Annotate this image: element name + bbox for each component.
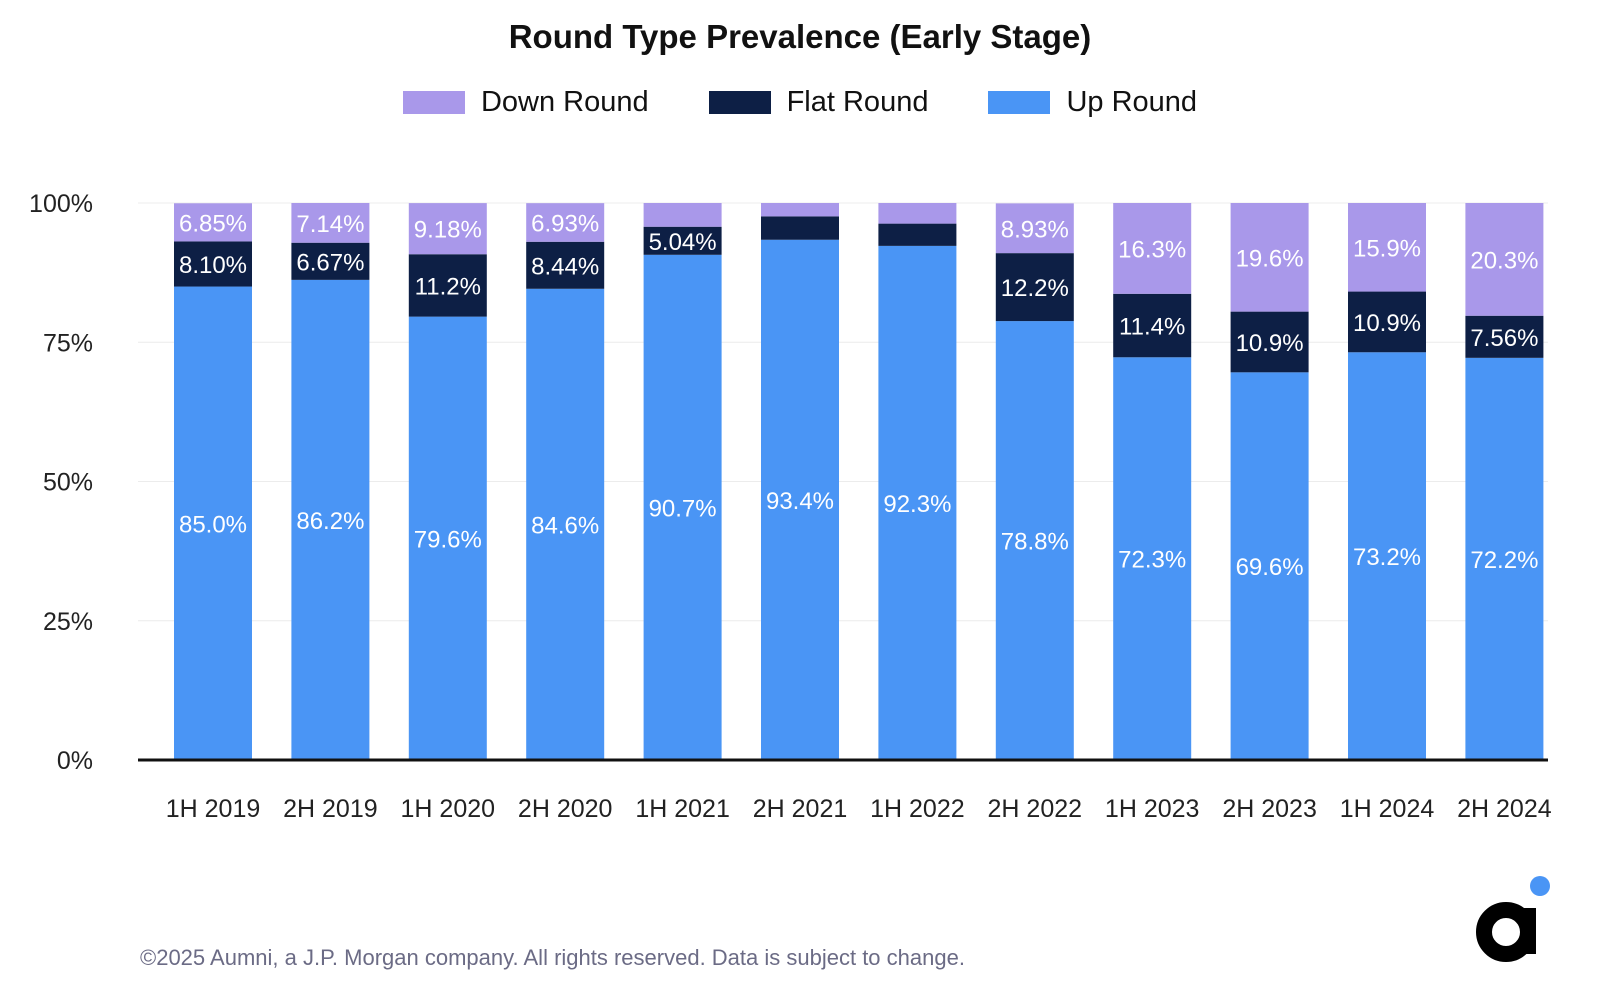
bar-up-round	[995, 321, 1074, 760]
bar-up-round	[526, 288, 605, 760]
legend-item-up-round: Up Round	[988, 86, 1197, 119]
legend-item-flat-round: Flat Round	[708, 86, 929, 119]
data-label: 92.3%	[883, 491, 951, 518]
bar-up-round	[291, 279, 370, 760]
bar-flat-round	[1113, 293, 1192, 358]
data-label: 15.9%	[1353, 235, 1421, 262]
legend: Down Round Flat Round Up Round	[0, 86, 1600, 119]
bar-down-round	[174, 203, 252, 242]
data-label: 6.67%	[296, 249, 364, 276]
bar-up-round	[643, 254, 722, 760]
data-label: 7.14%	[296, 211, 364, 238]
x-tick-label: 1H 2020	[401, 795, 496, 823]
bar-up-round	[878, 245, 957, 760]
data-label: 6.93%	[531, 210, 599, 237]
data-label: 84.6%	[531, 512, 599, 539]
data-label: 5.04%	[649, 229, 717, 256]
data-label: 72.2%	[1470, 547, 1538, 574]
y-tick-label: 75%	[43, 329, 93, 357]
bar-up-round	[174, 286, 252, 760]
bar-flat-round	[526, 241, 605, 289]
y-tick-label: 100%	[29, 190, 93, 218]
x-tick-label: 1H 2022	[870, 795, 965, 823]
data-label: 7.56%	[1470, 325, 1538, 352]
data-label: 72.3%	[1118, 547, 1186, 574]
bar-flat-round	[643, 226, 722, 255]
y-tick-label: 0%	[57, 747, 93, 775]
data-label: 12.2%	[1001, 275, 1069, 302]
data-label: 16.3%	[1118, 236, 1186, 263]
data-label: 85.0%	[179, 511, 247, 538]
x-tick-label: 1H 2024	[1340, 795, 1435, 823]
y-tick-label: 50%	[43, 469, 93, 497]
bar-down-round	[1465, 203, 1544, 316]
data-label: 20.3%	[1470, 247, 1538, 274]
bar-up-round	[408, 316, 487, 760]
x-tick-label: 1H 2019	[166, 795, 261, 823]
aumni-logo-icon	[1476, 876, 1550, 962]
x-tick-label: 2H 2023	[1222, 795, 1317, 823]
bar-down-round	[643, 203, 722, 227]
data-label: 8.44%	[531, 253, 599, 280]
bar-up-round	[1113, 357, 1192, 760]
x-tick-label: 2H 2020	[518, 795, 613, 823]
x-tick-label: 2H 2019	[283, 795, 378, 823]
data-label: 78.8%	[1001, 529, 1069, 556]
data-label: 73.2%	[1353, 544, 1421, 571]
bar-flat-round	[761, 216, 839, 240]
legend-swatch-down-round	[402, 91, 465, 114]
bar-flat-round	[291, 242, 370, 280]
data-label: 19.6%	[1236, 245, 1304, 272]
legend-label-down-round: Down Round	[480, 86, 649, 118]
bar-up-round	[761, 239, 839, 761]
data-label: 11.4%	[1119, 314, 1185, 341]
legend-label-flat-round: Flat Round	[786, 86, 929, 118]
data-label: 8.93%	[1001, 216, 1069, 243]
bar-flat-round	[1230, 311, 1309, 373]
data-label: 90.7%	[649, 495, 717, 522]
data-label: 9.18%	[414, 217, 482, 244]
legend-label-up-round: Up Round	[1066, 86, 1198, 118]
bar-down-round	[995, 203, 1074, 254]
x-tick-label: 2H 2024	[1457, 795, 1552, 823]
bar-down-round	[761, 203, 839, 217]
bar-flat-round	[1465, 315, 1544, 358]
data-label: 10.9%	[1353, 310, 1421, 337]
bar-down-round	[526, 203, 605, 242]
bar-down-round	[878, 203, 957, 224]
x-tick-label: 2H 2021	[753, 795, 848, 823]
bar-flat-round	[1348, 291, 1426, 353]
data-label: 93.4%	[766, 488, 834, 515]
data-label: 69.6%	[1236, 554, 1304, 581]
legend-swatch-flat-round	[708, 91, 771, 114]
y-tick-label: 25%	[43, 608, 93, 636]
bar-flat-round	[408, 254, 487, 317]
data-label: 10.9%	[1236, 330, 1304, 357]
data-label: 79.6%	[414, 526, 482, 553]
legend-item-down-round: Down Round	[402, 86, 649, 119]
x-tick-label: 1H 2023	[1105, 795, 1200, 823]
bar-up-round	[1230, 372, 1309, 760]
chart-title: Round Type Prevalence (Early Stage)	[508, 18, 1092, 55]
legend-swatch-up-round	[988, 91, 1051, 114]
bar-down-round	[1230, 203, 1309, 312]
bar-flat-round	[174, 241, 252, 287]
bar-down-round	[408, 203, 487, 255]
copyright-footer: ©2025 Aumni, a J.P. Morgan company. All …	[140, 945, 965, 970]
data-label: 11.2%	[415, 273, 481, 300]
x-tick-label: 1H 2021	[635, 795, 730, 823]
bar-flat-round	[878, 223, 957, 246]
x-tick-label: 2H 2022	[988, 795, 1083, 823]
data-label: 86.2%	[296, 508, 364, 535]
bar-flat-round	[995, 253, 1074, 322]
bar-down-round	[1113, 203, 1192, 294]
data-label: 8.10%	[179, 252, 247, 279]
bar-down-round	[1348, 203, 1426, 292]
bar-up-round	[1465, 357, 1544, 760]
bar-up-round	[1348, 352, 1426, 760]
bar-down-round	[291, 203, 370, 243]
data-label: 6.85%	[179, 210, 247, 237]
